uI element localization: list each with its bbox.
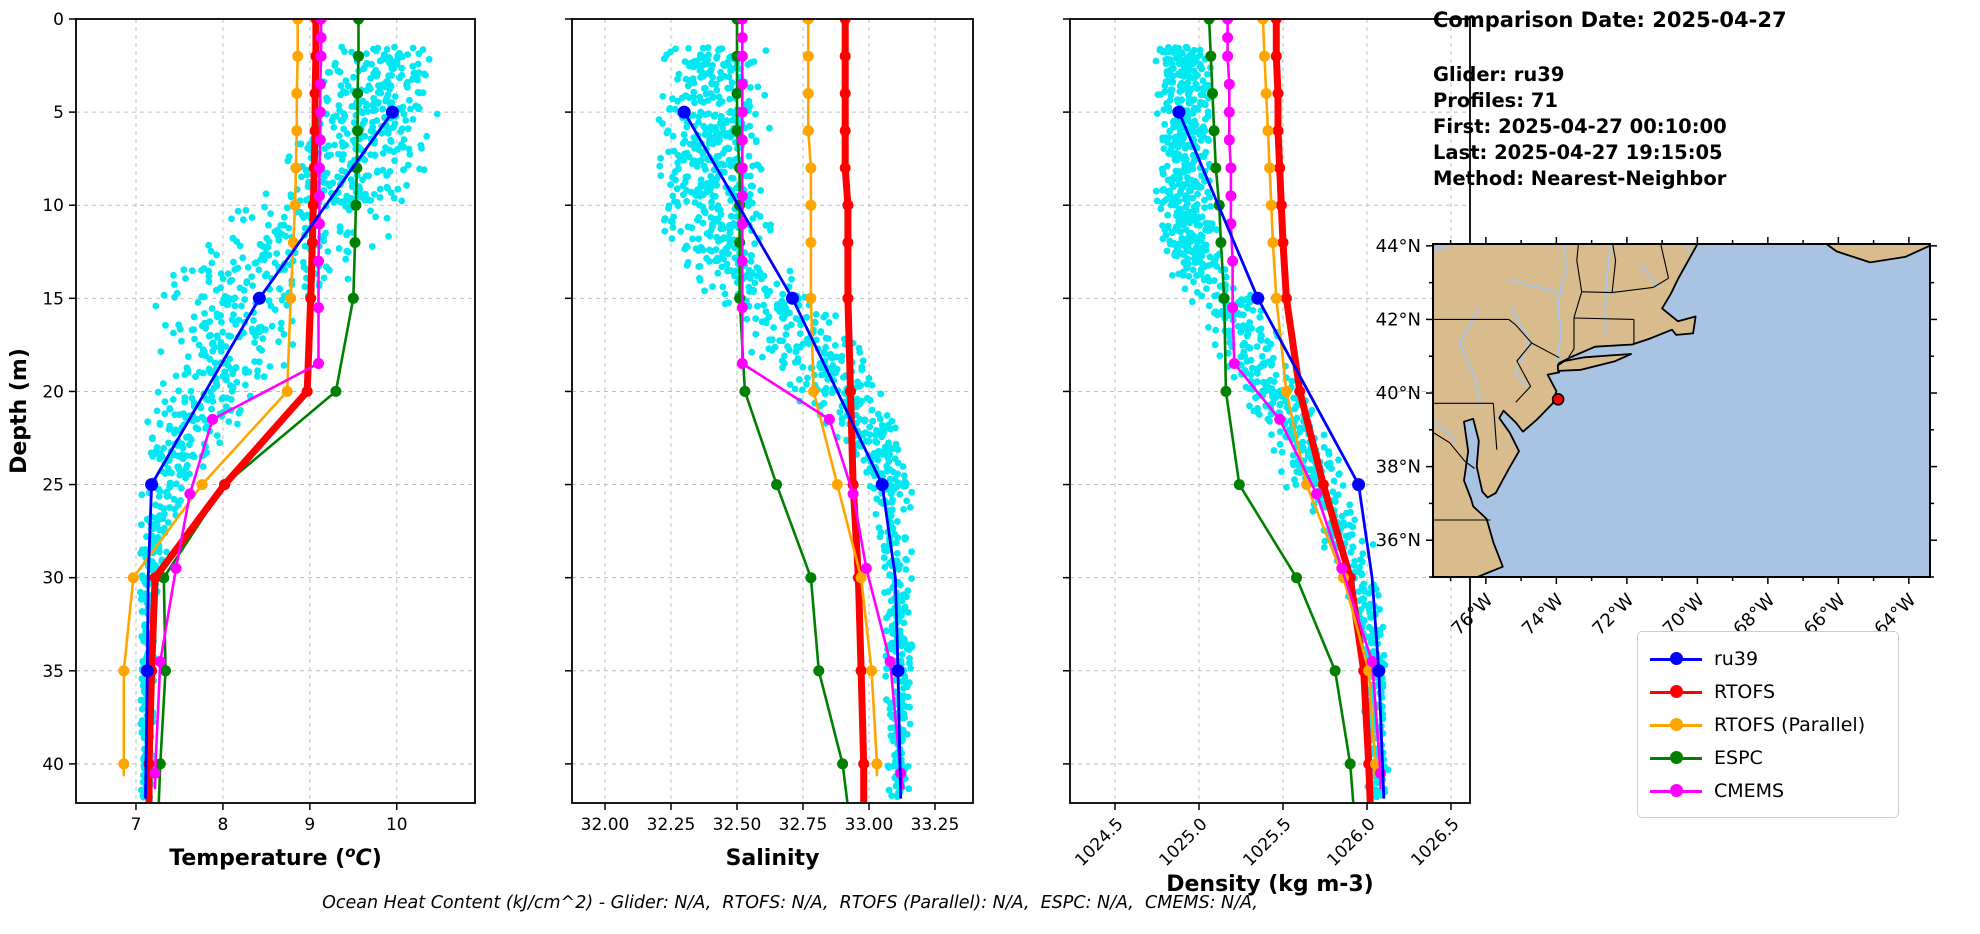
glider-location-marker: [1551, 392, 1565, 406]
svg-text:32.75: 32.75: [779, 815, 828, 835]
svg-text:32.50: 32.50: [713, 815, 762, 835]
svg-text:33.00: 33.00: [845, 815, 894, 835]
svg-text:36°N: 36°N: [1376, 530, 1421, 551]
info-profiles: Profiles: 71: [1433, 89, 1558, 112]
legend-line-marker-icon: [1650, 715, 1702, 735]
svg-text:72°W: 72°W: [1588, 590, 1638, 640]
svg-text:9: 9: [304, 815, 315, 835]
legend-item-rtofs-parallel-: RTOFS (Parallel): [1650, 708, 1886, 741]
salinity-tick-labels: 32.00 32.25 32.50 32.75 33.00 33.25: [581, 815, 960, 835]
temperature-line-espc: [154, 19, 364, 803]
map-frame: [1432, 243, 1931, 578]
legend-label: RTOFS: [1714, 680, 1776, 703]
temperature-glider-scatter: [137, 43, 441, 801]
svg-text:35: 35: [42, 662, 64, 682]
comparison-date: Comparison Date: 2025-04-27: [1433, 8, 1787, 32]
info-first: First: 2025-04-27 00:10:00: [1433, 115, 1727, 138]
legend-item-espc: ESPC: [1650, 741, 1886, 774]
svg-text:32.25: 32.25: [647, 815, 696, 835]
svg-text:7: 7: [131, 815, 142, 835]
map-gray-region: [1433, 244, 1453, 254]
svg-text:40: 40: [42, 755, 64, 775]
svg-text:1025.0: 1025.0: [1155, 814, 1211, 870]
svg-text:32.00: 32.00: [581, 815, 630, 835]
svg-text:1026.0: 1026.0: [1323, 814, 1379, 870]
svg-text:10: 10: [386, 815, 408, 835]
density-line-rtofs-parallel-: [1257, 19, 1381, 777]
info-panel: Comparison Date: 2025-04-27 Glider: ru39…: [1433, 8, 1787, 192]
map-land-1: [1556, 353, 1632, 372]
salinity-line-rtofs-parallel-: [802, 19, 883, 777]
map-land-2: [1824, 244, 1930, 264]
svg-text:30: 30: [42, 569, 64, 589]
legend-label: RTOFS (Parallel): [1714, 713, 1866, 736]
map-state-borders: [1433, 244, 1670, 521]
svg-text:33.25: 33.25: [911, 815, 960, 835]
svg-text:44°N: 44°N: [1376, 236, 1421, 257]
depth-axis-label: Depth (m): [7, 348, 32, 474]
salinity-grid: [572, 18, 973, 803]
density-tick-labels: 1024.5 1025.0 1025.5 1026.0 1026.5: [1071, 814, 1463, 870]
info-method: Method: Nearest-Neighbor: [1433, 167, 1727, 190]
info-last: Last: 2025-04-27 19:15:05: [1433, 141, 1723, 164]
temperature-grid: [76, 18, 475, 803]
svg-text:1025.5: 1025.5: [1239, 814, 1295, 870]
map-panel: 36°N38°N40°N42°N44°N76°W 74°W 72°W 70°W 68°W…: [1376, 236, 1937, 640]
legend-item-cmems: CMEMS: [1650, 774, 1886, 807]
caption: Ocean Heat Content (kJ/cm^2) - Glider: N…: [322, 893, 1258, 913]
svg-text:1026.5: 1026.5: [1407, 814, 1463, 870]
density-line-ru39: [1172, 105, 1386, 799]
legend: ru39 RTOFS RTOFS (Parallel) ESPC CMEMS: [1637, 631, 1899, 818]
temperature-panel: 7 8 9 10 0 5 10 15 20 25 30 35 40 Temperature (oC) Dep…: [7, 10, 476, 871]
salinity-panel: 32.00 32.25 32.50 32.75 33.00 33.25 Salinity: [565, 18, 974, 871]
salinity-line-rtofs: [839, 19, 870, 803]
svg-text:10: 10: [42, 196, 64, 216]
salinity-axis-label: Salinity: [726, 846, 820, 871]
salinity-glider-scatter: [655, 44, 916, 801]
legend-item-ru39: ru39: [1650, 642, 1886, 675]
legend-item-rtofs: RTOFS: [1650, 675, 1886, 708]
temperature-axis-label: Temperature (oC): [169, 843, 382, 871]
legend-line-marker-icon: [1650, 781, 1702, 801]
svg-text:5: 5: [53, 103, 64, 123]
density-axis-label: Density (kg m-3): [1166, 872, 1374, 897]
map-rivers: [1433, 244, 1690, 442]
legend-line-marker-icon: [1650, 682, 1702, 702]
svg-text:0: 0: [53, 10, 64, 30]
density-panel: 1024.5 1025.0 1025.5 1026.0 1026.5 Density (k…: [1063, 18, 1471, 897]
temperature-tick-labels: 7 8 9 10 0 5 10 15 20 25 30 35 40: [42, 10, 407, 835]
svg-text:25: 25: [42, 476, 64, 496]
legend-label: CMEMS: [1714, 779, 1785, 802]
svg-text:42°N: 42°N: [1376, 309, 1421, 330]
legend-label: ESPC: [1714, 746, 1763, 769]
legend-label: ru39: [1714, 647, 1759, 670]
legend-line-marker-icon: [1650, 748, 1702, 768]
svg-text:40°N: 40°N: [1376, 383, 1421, 404]
svg-text:76°W: 76°W: [1447, 590, 1497, 640]
temperature-line-cmems: [149, 19, 327, 790]
svg-text:20: 20: [42, 382, 64, 402]
svg-text:8: 8: [217, 815, 228, 835]
map-land-0: [1433, 244, 1699, 577]
temperature-line-rtofs-parallel-: [118, 19, 304, 777]
svg-text:1024.5: 1024.5: [1071, 814, 1127, 870]
legend-line-marker-icon: [1650, 649, 1702, 669]
salinity-axes-box: [571, 18, 974, 804]
temperature-axes-box: [75, 18, 476, 804]
info-glider: Glider: ru39: [1433, 63, 1565, 86]
svg-text:15: 15: [42, 289, 64, 309]
svg-text:38°N: 38°N: [1376, 457, 1421, 478]
temperature-line-ru39: [140, 105, 399, 799]
density-glider-scatter: [1152, 43, 1392, 801]
salinity-line-espc: [731, 19, 849, 803]
salinity-line-ru39: [677, 105, 905, 799]
svg-text:74°W: 74°W: [1518, 590, 1568, 640]
